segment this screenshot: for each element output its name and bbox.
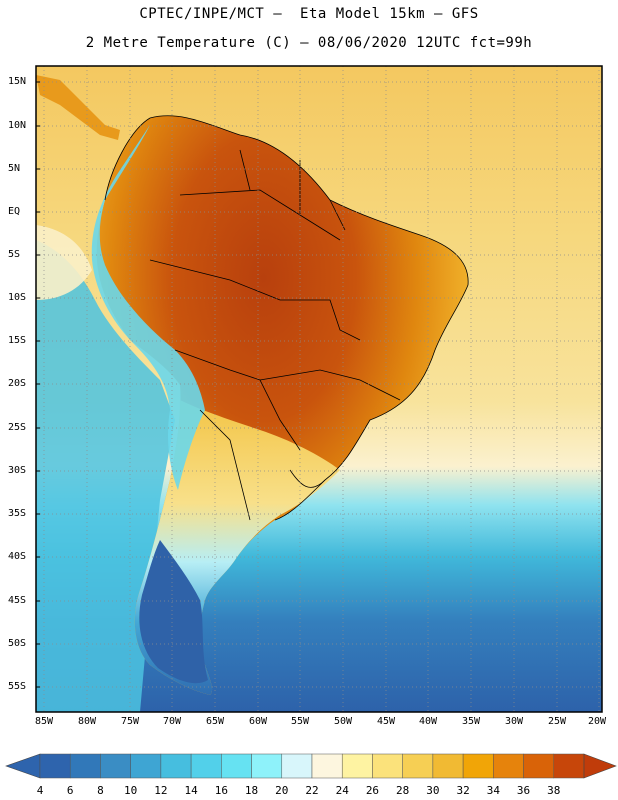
lat-label: 20S: [8, 378, 27, 389]
central-america: [36, 75, 120, 140]
lon-label: 40W: [418, 716, 438, 727]
colorbar-tick-label: 28: [396, 784, 410, 797]
lat-label: 15N: [8, 76, 27, 87]
colorbar-swatch: [69, 753, 101, 779]
pacific-mild-region: [36, 225, 92, 300]
lat-label: 55S: [8, 681, 27, 692]
colorbar-tick-label: 26: [365, 784, 380, 797]
map-frame: [35, 65, 603, 713]
colorbar-tick-label: 10: [124, 784, 138, 797]
lon-label: 65W: [205, 716, 225, 727]
lat-label: 50S: [8, 638, 27, 649]
lon-label: 50W: [333, 716, 353, 727]
colorbar-swatch: [311, 753, 343, 779]
lon-label: 45W: [376, 716, 396, 727]
colorbar-tick-label: 18: [244, 784, 259, 797]
lat-label: 25S: [8, 422, 27, 433]
colorbar-tick-label: 36: [516, 784, 531, 797]
colorbar-swatch: [100, 753, 131, 779]
colorbar-tick-label: 16: [214, 784, 228, 797]
lat-label: 5N: [8, 163, 21, 174]
colorbar-swatch: [372, 753, 403, 779]
colorbar-swatch: [221, 753, 252, 779]
colorbar-swatch: [523, 753, 555, 779]
colorbar-swatch: [160, 753, 192, 779]
lat-label: 10N: [8, 120, 27, 131]
colorbar-low-arrow: [5, 753, 41, 779]
patagonia-cold: [139, 540, 208, 684]
colorbar-tick-label: 24: [335, 784, 349, 797]
lat-label: 10S: [8, 292, 27, 303]
andes-cool-stripe: [91, 125, 205, 490]
colorbar-swatch: [493, 753, 524, 779]
colorbar: [5, 753, 617, 779]
colorbar-swatch: [130, 753, 162, 779]
colorbar-tick-label: 6: [66, 784, 74, 797]
colorbar-tick-label: 4: [36, 784, 44, 797]
lon-label: 85W: [34, 716, 54, 727]
lon-label: 80W: [77, 716, 97, 727]
lat-label: 35S: [8, 508, 27, 519]
colorbar-swatch: [462, 753, 494, 779]
lon-label: 25W: [547, 716, 567, 727]
lon-label: 70W: [162, 716, 182, 727]
colorbar-tick-label: 34: [486, 784, 500, 797]
lon-label: 35W: [461, 716, 481, 727]
colorbar-swatch: [432, 753, 464, 779]
colorbar-tick-label: 30: [426, 784, 440, 797]
colorbar-tick-label: 20: [275, 784, 289, 797]
lon-label: 75W: [120, 716, 140, 727]
lat-label: EQ: [8, 206, 21, 217]
map-title-line2: 2 Metre Temperature (C) – 08/06/2020 12U…: [85, 35, 533, 51]
colorbar-swatch: [402, 753, 434, 779]
lon-label: 20W: [587, 716, 607, 727]
colorbar-swatch: [553, 753, 585, 779]
colorbar-tick-label: 12: [154, 784, 168, 797]
lat-label: 45S: [8, 595, 27, 606]
lon-label: 55W: [290, 716, 310, 727]
colorbar-tick-label: 32: [456, 784, 470, 797]
lat-label: 30S: [8, 465, 27, 476]
colorbar-swatch: [39, 753, 71, 779]
lat-label: 5S: [8, 249, 21, 260]
lon-label: 30W: [504, 716, 524, 727]
colorbar-tick-label: 22: [305, 784, 319, 797]
colorbar-tick-label: 8: [97, 784, 104, 797]
colorbar-swatch: [251, 753, 283, 779]
colorbar-high-arrow: [583, 753, 617, 779]
lat-label: 40S: [8, 551, 27, 562]
colorbar-tick-label: 38: [547, 784, 561, 797]
colorbar-tick-label: 14: [184, 784, 198, 797]
colorbar-swatch: [341, 753, 373, 779]
colorbar-swatch: [281, 753, 313, 779]
map-title-line1: CPTEC/INPE/MCT – Eta Model 15km – GFS: [139, 6, 479, 22]
colorbar-swatch: [190, 753, 222, 779]
lon-label: 60W: [248, 716, 268, 727]
lat-label: 15S: [8, 335, 27, 346]
